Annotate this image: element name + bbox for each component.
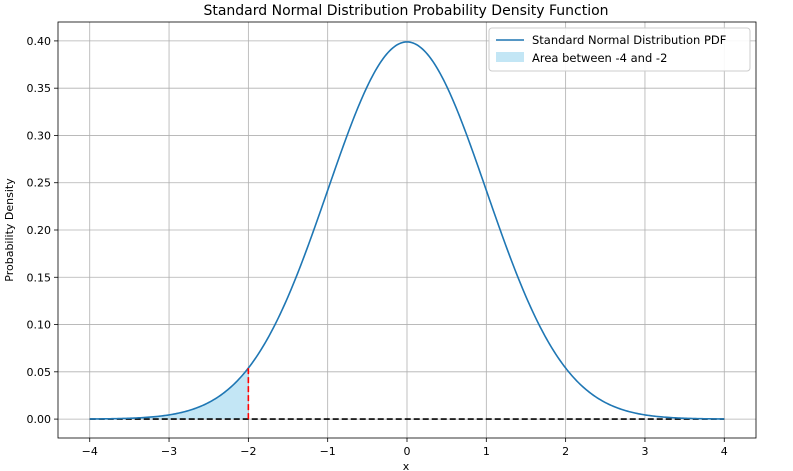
legend: Standard Normal Distribution PDF Area be… <box>488 27 751 72</box>
x-tick-label: 1 <box>483 445 490 458</box>
pdf-point <box>506 246 507 247</box>
pdf-point <box>208 402 209 403</box>
legend-label-area: Area between -4 and -2 <box>532 51 667 65</box>
y-tick-label: 0.30 <box>27 129 52 142</box>
y-axis-label: Probability Density <box>3 178 16 282</box>
lines-layer <box>89 41 725 420</box>
legend-label-pdf: Standard Normal Distribution PDF <box>532 33 726 47</box>
pdf-point <box>684 418 685 419</box>
fill-area-layer <box>89 368 249 420</box>
pdf-point <box>347 134 348 135</box>
pdf-point <box>168 414 169 415</box>
x-tick-label: −2 <box>240 445 256 458</box>
chart-title: Standard Normal Distribution Probability… <box>203 3 608 19</box>
pdf-point <box>426 53 427 54</box>
y-tick-label: 0.05 <box>27 366 52 379</box>
y-tick-label: 0.15 <box>27 271 52 284</box>
pdf-point <box>129 418 130 419</box>
x-tick-label: 4 <box>721 445 728 458</box>
x-axis-ticks: −4 −3 −2 −1 0 1 2 3 4 <box>82 438 728 458</box>
pdf-point <box>387 53 388 54</box>
pdf-point <box>724 418 725 419</box>
x-tick-label: −4 <box>82 445 98 458</box>
y-axis-ticks: 0.00 0.05 0.10 0.15 0.20 0.25 0.30 0.35 0.40 <box>27 35 58 426</box>
pdf-curve <box>89 41 725 420</box>
pdf-point <box>545 337 546 338</box>
shaded-area <box>89 368 249 420</box>
y-tick-label: 0.20 <box>27 224 52 237</box>
pdf-point <box>525 296 526 297</box>
y-tick-label: 0.40 <box>27 35 52 48</box>
legend-box <box>488 27 751 72</box>
x-axis-label: x <box>403 460 410 471</box>
pdf-point <box>565 367 566 368</box>
y-tick-label: 0.00 <box>27 413 52 426</box>
pdf-point <box>446 86 447 87</box>
pdf-point <box>287 296 288 297</box>
x-tick-label: −3 <box>161 445 177 458</box>
x-tick-label: 0 <box>404 445 411 458</box>
pdf-point <box>605 402 606 403</box>
y-tick-label: 0.25 <box>27 177 52 190</box>
pdf-point <box>486 190 487 191</box>
pdf-point <box>268 337 269 338</box>
pdf-point <box>466 134 467 135</box>
legend-area-swatch <box>496 52 524 62</box>
x-tick-label: 2 <box>562 445 569 458</box>
y-tick-label: 0.35 <box>27 82 52 95</box>
y-tick-label: 0.10 <box>27 319 52 332</box>
pdf-point <box>644 414 645 415</box>
pdf-point <box>327 190 328 191</box>
x-tick-label: −1 <box>320 445 336 458</box>
grid <box>58 22 756 438</box>
x-tick-label: 3 <box>641 445 648 458</box>
pdf-point <box>406 41 407 42</box>
pdf-point <box>367 86 368 87</box>
pdf-point <box>307 246 308 247</box>
pdf-point <box>89 418 90 419</box>
